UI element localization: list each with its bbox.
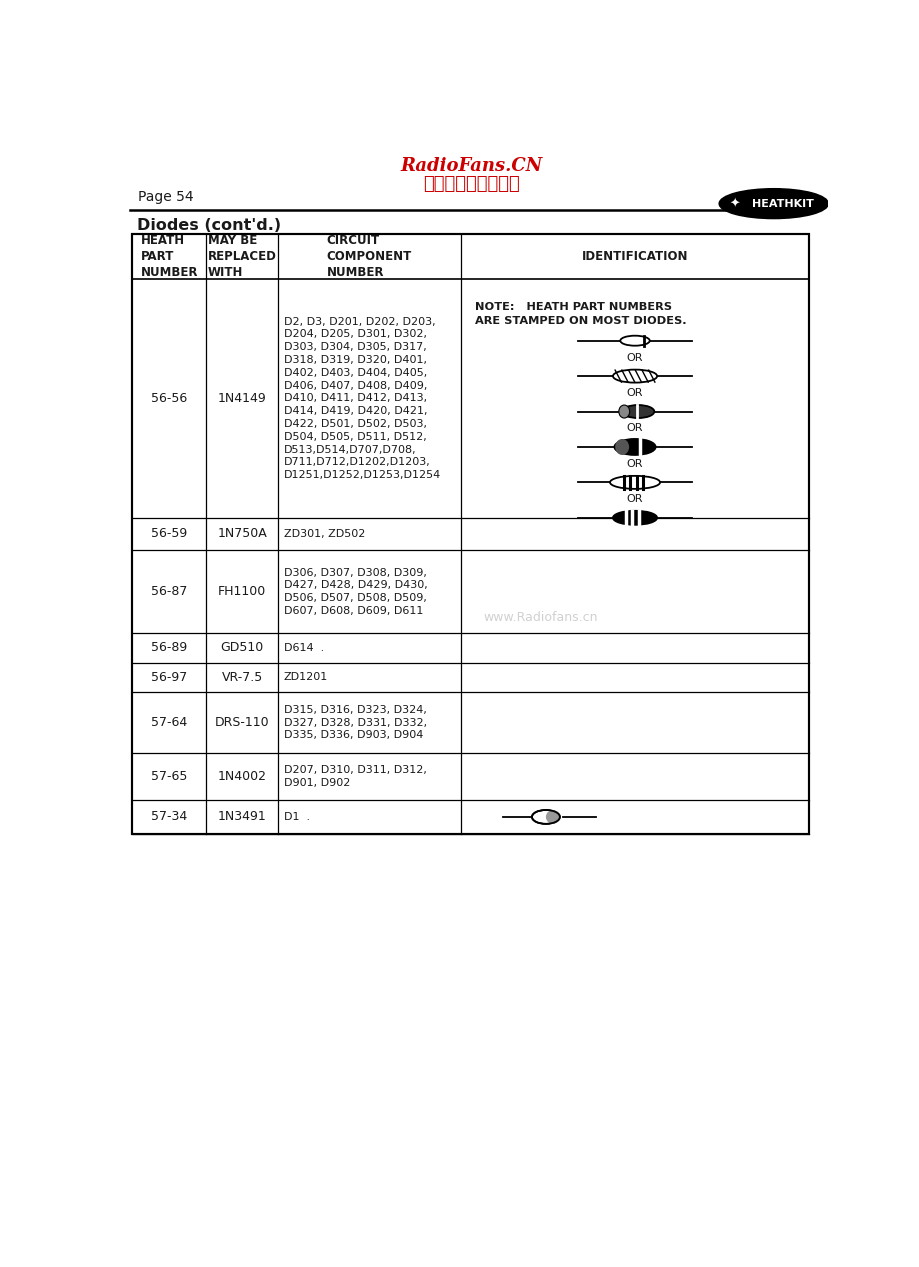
Text: DRS-110: DRS-110 xyxy=(214,716,269,729)
Text: 57-64: 57-64 xyxy=(151,716,187,729)
Text: HEATHKIT: HEATHKIT xyxy=(752,199,813,209)
Ellipse shape xyxy=(531,810,560,824)
Text: OR: OR xyxy=(626,388,642,398)
Text: OR: OR xyxy=(626,459,642,469)
Text: MAY BE
REPLACED
WITH: MAY BE REPLACED WITH xyxy=(208,234,277,279)
Ellipse shape xyxy=(612,511,656,525)
Text: 56-87: 56-87 xyxy=(151,585,187,598)
Ellipse shape xyxy=(609,476,659,489)
Ellipse shape xyxy=(719,189,827,218)
Text: OR: OR xyxy=(626,352,642,362)
Text: D306, D307, D308, D309,
D427, D428, D429, D430,
D506, D507, D508, D509,
D607, D6: D306, D307, D308, D309, D427, D428, D429… xyxy=(284,568,427,616)
Text: D2, D3, D201, D202, D203,
D204, D205, D301, D302,
D303, D304, D305, D317,
D318, : D2, D3, D201, D202, D203, D204, D205, D3… xyxy=(284,317,441,480)
Text: GD510: GD510 xyxy=(221,641,264,655)
Text: FH1100: FH1100 xyxy=(218,585,266,598)
Ellipse shape xyxy=(612,370,656,383)
Text: VR-7.5: VR-7.5 xyxy=(221,670,263,684)
Text: OR: OR xyxy=(626,423,642,433)
Ellipse shape xyxy=(615,438,629,455)
Text: 1N4002: 1N4002 xyxy=(218,770,267,783)
Ellipse shape xyxy=(545,810,560,824)
Text: www.Radiofans.cn: www.Radiofans.cn xyxy=(483,612,597,625)
Ellipse shape xyxy=(619,336,649,346)
Text: Page 54: Page 54 xyxy=(138,190,194,204)
Text: 1N3491: 1N3491 xyxy=(218,811,267,824)
Text: OR: OR xyxy=(626,494,642,504)
Text: 57-34: 57-34 xyxy=(151,811,187,824)
Text: 56-89: 56-89 xyxy=(151,641,187,655)
Text: D1  .: D1 . xyxy=(284,812,310,822)
Text: HEATH
PART
NUMBER: HEATH PART NUMBER xyxy=(141,234,198,279)
Bar xyxy=(132,234,809,834)
Text: 1N750A: 1N750A xyxy=(217,527,267,541)
Text: ZD1201: ZD1201 xyxy=(284,673,328,682)
Text: ZD301, ZD502: ZD301, ZD502 xyxy=(284,528,365,538)
Text: RadioFans.CN: RadioFans.CN xyxy=(400,157,542,175)
Ellipse shape xyxy=(618,405,629,418)
Text: CIRCUIT
COMPONENT
NUMBER: CIRCUIT COMPONENT NUMBER xyxy=(326,234,412,279)
Text: IDENTIFICATION: IDENTIFICATION xyxy=(581,251,687,264)
Text: 56-97: 56-97 xyxy=(151,670,187,684)
Text: D614  .: D614 . xyxy=(284,642,323,653)
Text: Diodes (cont'd.): Diodes (cont'd.) xyxy=(137,218,280,233)
Ellipse shape xyxy=(621,405,653,418)
Text: 收音机爱好者资料库: 收音机爱好者资料库 xyxy=(423,175,519,194)
Text: 56-59: 56-59 xyxy=(151,527,187,541)
Text: D207, D310, D311, D312,
D901, D902: D207, D310, D311, D312, D901, D902 xyxy=(284,765,426,788)
Text: 56-56: 56-56 xyxy=(151,392,187,405)
Bar xyxy=(132,234,809,834)
Text: D315, D316, D323, D324,
D327, D328, D331, D332,
D335, D336, D903, D904: D315, D316, D323, D324, D327, D328, D331… xyxy=(284,704,426,740)
Text: NOTE:   HEATH PART NUMBERS
ARE STAMPED ON MOST DIODES.: NOTE: HEATH PART NUMBERS ARE STAMPED ON … xyxy=(474,303,686,326)
Text: 57-65: 57-65 xyxy=(151,770,187,783)
Ellipse shape xyxy=(614,438,655,455)
Text: 1N4149: 1N4149 xyxy=(218,392,267,405)
Text: ✦: ✦ xyxy=(729,198,740,210)
